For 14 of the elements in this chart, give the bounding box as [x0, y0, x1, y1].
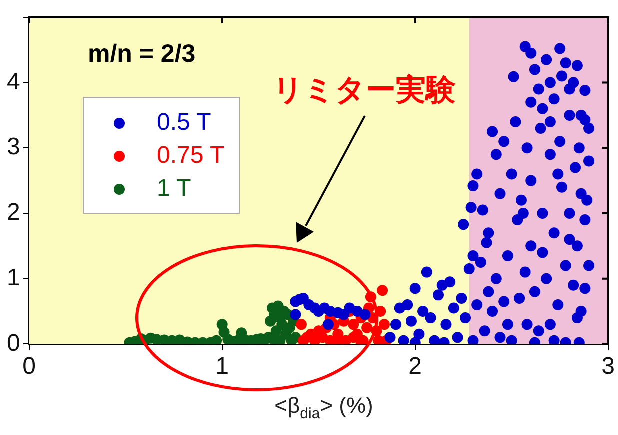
legend-label: 0.75 T [157, 142, 225, 169]
x-axis-title: <β$_{dia}$> (%) [274, 393, 374, 422]
legend-label: 1 T [157, 175, 192, 202]
y-tick-label: 0 [6, 330, 20, 357]
y-tick-label: 2 [6, 199, 20, 226]
annotation: リミター実験 [273, 72, 456, 109]
legend-label: 0.5 T [157, 109, 212, 136]
y-tick-label: 4 [6, 68, 20, 96]
x-tick-label: 2 [408, 353, 422, 380]
y-tick-label: 1 [6, 264, 20, 292]
y-tick-label: 3 [6, 134, 20, 161]
x-tick-label: 3 [602, 353, 616, 380]
annotation: m/n = 2/3 [88, 40, 196, 69]
x-tick-label: 1 [216, 353, 230, 380]
